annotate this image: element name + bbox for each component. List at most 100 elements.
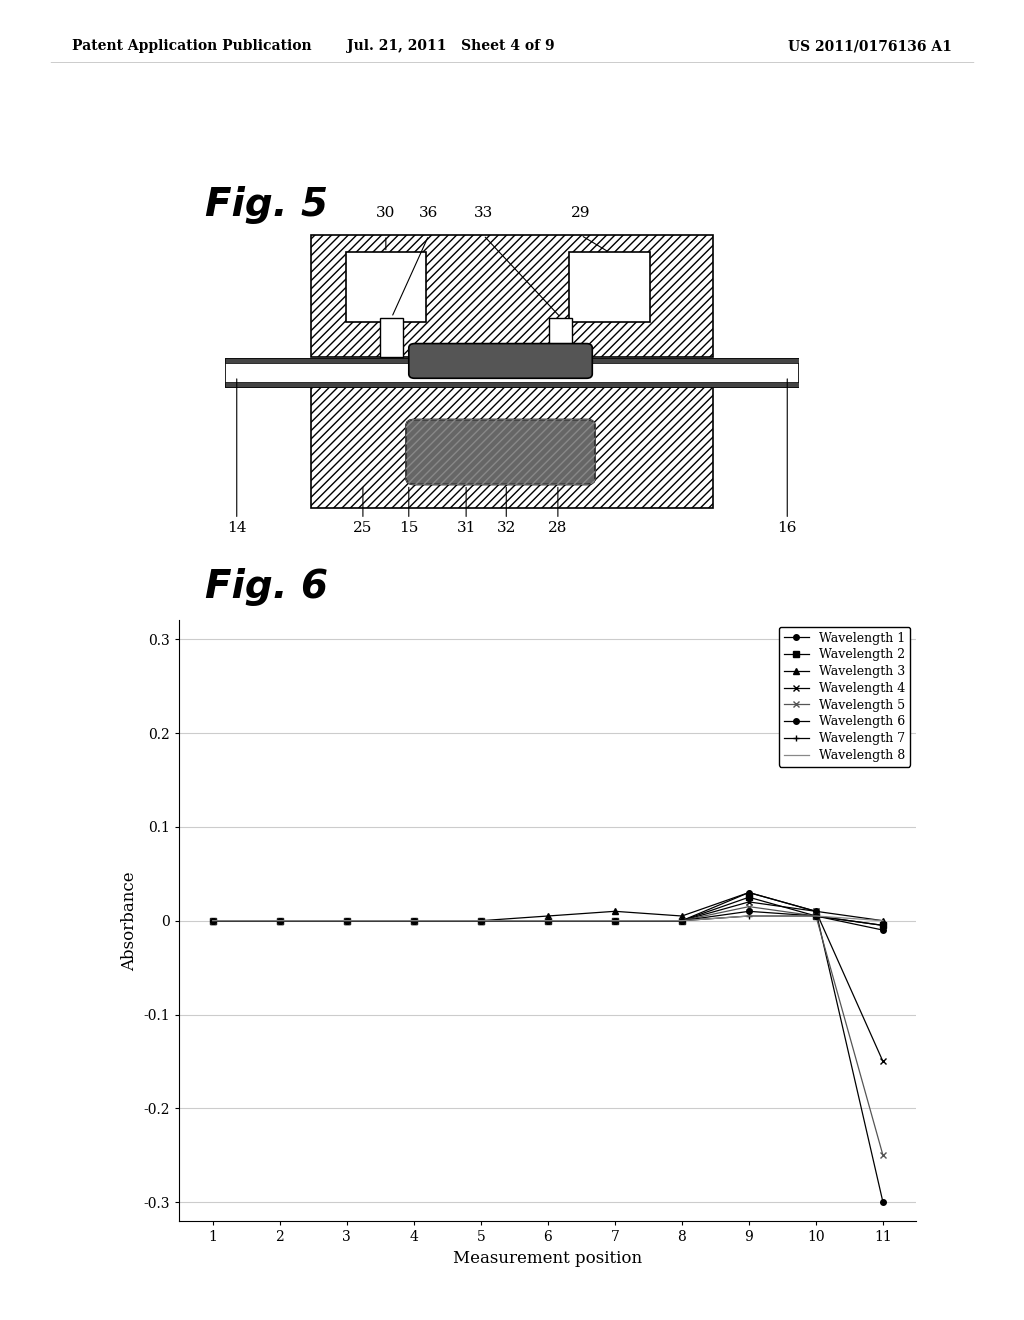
Wavelength 2 [676,913,688,929]
Wavelength 1 [207,913,219,929]
Wavelength 8 [742,908,755,924]
Wavelength 2 [877,917,889,933]
Wavelength 3 [273,913,286,929]
Wavelength 5 [742,899,755,915]
Wavelength 4 [273,913,286,929]
Wavelength 3 [542,908,554,924]
Text: US 2011/0176136 A1: US 2011/0176136 A1 [788,40,952,53]
Wavelength 1 [742,884,755,900]
FancyBboxPatch shape [409,343,592,379]
Bar [380,318,403,356]
Wavelength 2 [273,913,286,929]
Line: Wavelength 5: Wavelength 5 [209,903,887,1159]
Text: 28: 28 [548,521,567,536]
Wavelength 4 [475,913,487,929]
Wavelength 5 [877,1147,889,1163]
Wavelength 2 [742,890,755,906]
Text: Fig. 6: Fig. 6 [205,569,328,606]
Wavelength 2 [542,913,554,929]
Text: 15: 15 [399,521,419,536]
Wavelength 2 [475,913,487,929]
Wavelength 1 [408,913,420,929]
Wavelength 7 [742,908,755,924]
Bar [311,387,713,508]
Text: 25: 25 [353,521,373,536]
Wavelength 7 [810,908,822,924]
Wavelength 6 [742,903,755,919]
Wavelength 3 [810,903,822,919]
Wavelength 4 [608,913,621,929]
Text: 36: 36 [419,206,438,220]
Wavelength 6 [207,913,219,929]
Y-axis label: Absorbance: Absorbance [121,871,138,970]
Wavelength 6 [273,913,286,929]
Wavelength 5 [608,913,621,929]
Wavelength 5 [475,913,487,929]
Wavelength 6 [810,908,822,924]
Wavelength 2 [408,913,420,929]
Wavelength 3 [408,913,420,929]
Bar [569,252,649,322]
FancyBboxPatch shape [406,420,595,484]
Bar [311,235,713,356]
Wavelength 8 [608,913,621,929]
Wavelength 7 [608,913,621,929]
Wavelength 3 [742,884,755,900]
Wavelength 1 [608,913,621,929]
Wavelength 5 [810,908,822,924]
Wavelength 8 [207,913,219,929]
Wavelength 7 [475,913,487,929]
Wavelength 1 [341,913,353,929]
Wavelength 7 [877,917,889,933]
Wavelength 6 [542,913,554,929]
Wavelength 4 [341,913,353,929]
Text: Patent Application Publication: Patent Application Publication [72,40,311,53]
Wavelength 8 [273,913,286,929]
Wavelength 2 [810,908,822,924]
Wavelength 7 [542,913,554,929]
Wavelength 6 [608,913,621,929]
Line: Wavelength 8: Wavelength 8 [213,916,883,921]
Bar [225,359,799,387]
Bar [225,381,799,387]
Bar [225,358,799,363]
Text: Jul. 21, 2011   Sheet 4 of 9: Jul. 21, 2011 Sheet 4 of 9 [347,40,554,53]
Wavelength 7 [408,913,420,929]
Wavelength 3 [608,903,621,919]
X-axis label: Measurement position: Measurement position [454,1250,642,1267]
Bar [549,318,572,356]
Wavelength 1 [676,913,688,929]
Wavelength 8 [810,908,822,924]
Wavelength 2 [207,913,219,929]
Wavelength 1 [810,903,822,919]
Wavelength 8 [341,913,353,929]
Line: Wavelength 7: Wavelength 7 [209,912,887,929]
Text: 31: 31 [457,521,476,536]
Wavelength 8 [542,913,554,929]
Wavelength 3 [207,913,219,929]
Wavelength 4 [676,913,688,929]
Wavelength 1 [273,913,286,929]
Wavelength 3 [877,913,889,929]
Line: Wavelength 6: Wavelength 6 [210,908,886,933]
Text: 30: 30 [376,206,395,220]
Wavelength 1 [542,913,554,929]
Wavelength 7 [341,913,353,929]
Wavelength 8 [877,913,889,929]
Wavelength 4 [542,913,554,929]
Wavelength 8 [475,913,487,929]
Wavelength 5 [408,913,420,929]
Wavelength 8 [408,913,420,929]
Wavelength 8 [676,913,688,929]
Text: o: o [509,370,515,380]
Text: 33: 33 [474,206,493,220]
Wavelength 1 [877,1195,889,1210]
Line: Wavelength 2: Wavelength 2 [210,895,886,928]
Wavelength 3 [341,913,353,929]
Line: Wavelength 3: Wavelength 3 [210,890,886,924]
Legend: Wavelength 1, Wavelength 2, Wavelength 3, Wavelength 4, Wavelength 5, Wavelength: Wavelength 1, Wavelength 2, Wavelength 3… [779,627,910,767]
Wavelength 4 [207,913,219,929]
Wavelength 4 [877,1053,889,1069]
Bar [346,252,426,322]
Text: 16: 16 [777,521,797,536]
